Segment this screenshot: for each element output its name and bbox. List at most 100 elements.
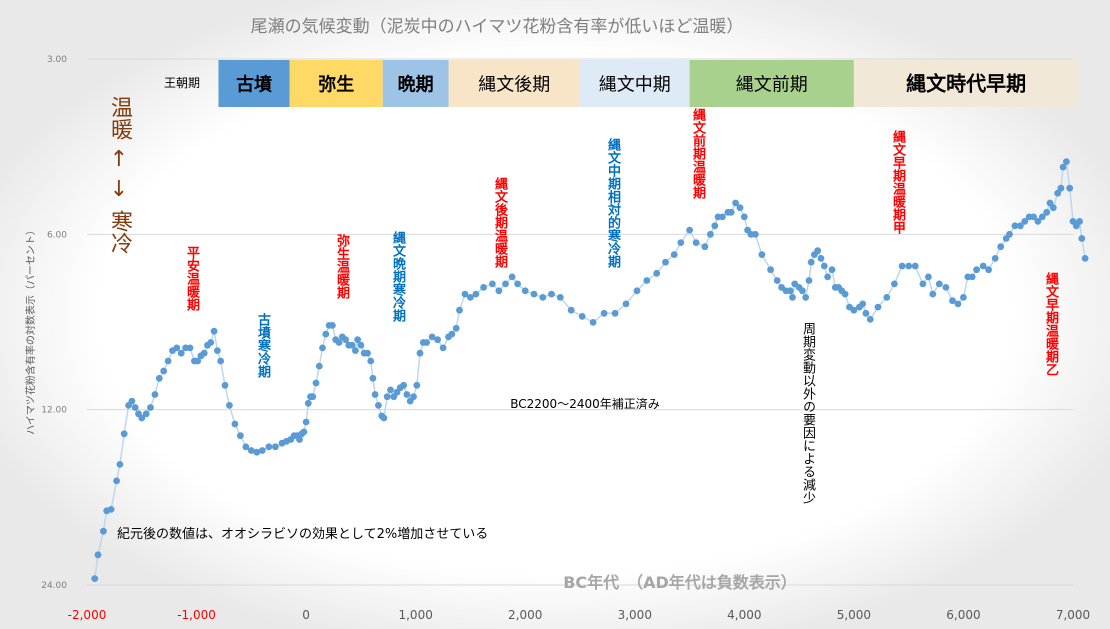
data-point [113,477,120,485]
data-point [452,324,460,332]
x-tick-label: -1,000 [177,608,216,622]
data-point [911,262,919,270]
data-point [100,527,107,535]
data-point [758,251,766,258]
data-point [1021,218,1029,225]
data-point [1054,189,1062,197]
data-point [200,349,208,357]
data-point [177,349,185,357]
data-point [107,506,115,513]
data-point [217,357,225,365]
data-point [692,239,700,247]
data-point [548,290,555,298]
data-point [489,280,496,288]
annotation-jomon-early-warm: 縄文前期温暖期 [690,108,705,199]
data-point [194,357,202,365]
data-point [186,344,194,352]
period-box [448,60,580,107]
data-point [502,280,509,288]
data-point [221,381,229,389]
data-point [160,367,168,375]
data-point [309,393,317,401]
data-point [991,255,999,262]
data-point [247,447,255,454]
data-point [929,290,937,298]
annotation-jomon-late-final-cold: 縄文晩期寒冷期 [390,231,405,322]
period-label: 縄文前期 [736,75,808,96]
period-band: 古墳 弥生 晩期 縄文後期 縄文中期 縄文前期 縄文時代早期 [218,60,1079,107]
period-label: 古墳 [236,74,272,96]
grid-lines [87,58,1073,586]
data-point [304,399,312,407]
data-point [686,226,693,234]
annotation-yayoi-warm: 弥生温暖期 [334,234,349,299]
data-point [242,443,250,451]
data-point [1030,213,1037,221]
annotation-jomon-initial-warm-b: 縄文早期温暖期乙 [1043,272,1058,376]
data-point [207,339,215,346]
annotation-heian-warm: 平安温暖期 [184,246,199,311]
data-point [383,393,391,401]
data-point [495,287,503,295]
data-point [164,357,172,365]
data-point [960,294,967,301]
annotation-kofun-cold: 古墳寒冷期 [255,313,270,378]
data-point [448,330,456,338]
data-point [521,287,529,295]
data-point [423,339,430,346]
data-point [1017,222,1024,230]
data-point [942,284,950,291]
data-point [919,280,927,288]
data-point [319,344,326,352]
data-point [410,393,417,401]
period-box [689,60,854,107]
data-point [985,266,992,274]
data-point [997,243,1005,251]
data-point [322,330,330,338]
x-tick-label: 4,000 [727,608,761,622]
period-label: 縄文時代早期 [906,72,1026,96]
data-point [434,336,441,344]
data-point [1059,163,1067,171]
x-tick-label: 1,000 [398,608,432,622]
data-point [891,280,898,288]
data-point [354,336,361,344]
data-point [265,443,273,451]
data-point [312,379,320,387]
data-point [677,239,685,247]
data-point [719,213,726,221]
annotation-jomon-initial-warm-a: 縄文早期温暖期甲 [890,130,905,234]
data-point [456,306,463,314]
data-point [253,448,261,456]
x-tick-label: 7,000 [1056,608,1090,622]
y-tick-label: 12.00 [41,406,67,416]
warm-cold-legend: 温暖 ↑ ↓ 寒冷 [104,96,134,254]
period-box [218,60,290,107]
data-point [439,344,447,352]
data-point [711,222,719,230]
data-point [155,374,163,382]
data-point [643,277,651,284]
y-tick-label: 24.00 [41,581,67,591]
data-point [428,333,436,341]
data-point [210,327,218,335]
data-point [416,349,424,357]
data-point [91,575,99,582]
data-point [600,309,608,317]
data-point [1038,213,1046,221]
data-point [850,306,858,314]
y-axis-ticks: 3.00 6.00 12.00 24.00 [41,55,67,591]
legend-cold: 寒冷 [107,210,132,254]
data-point [859,300,867,308]
data-point [802,294,810,301]
data-point [1011,222,1019,230]
period-box [382,60,449,107]
data-point [467,294,474,301]
data-point [151,391,159,398]
annotation-bc-correction: BC2200〜2400年補正済み [510,396,659,411]
data-point [1057,184,1065,192]
data-point [556,294,564,301]
data-point [767,266,774,274]
data-point [296,436,303,443]
